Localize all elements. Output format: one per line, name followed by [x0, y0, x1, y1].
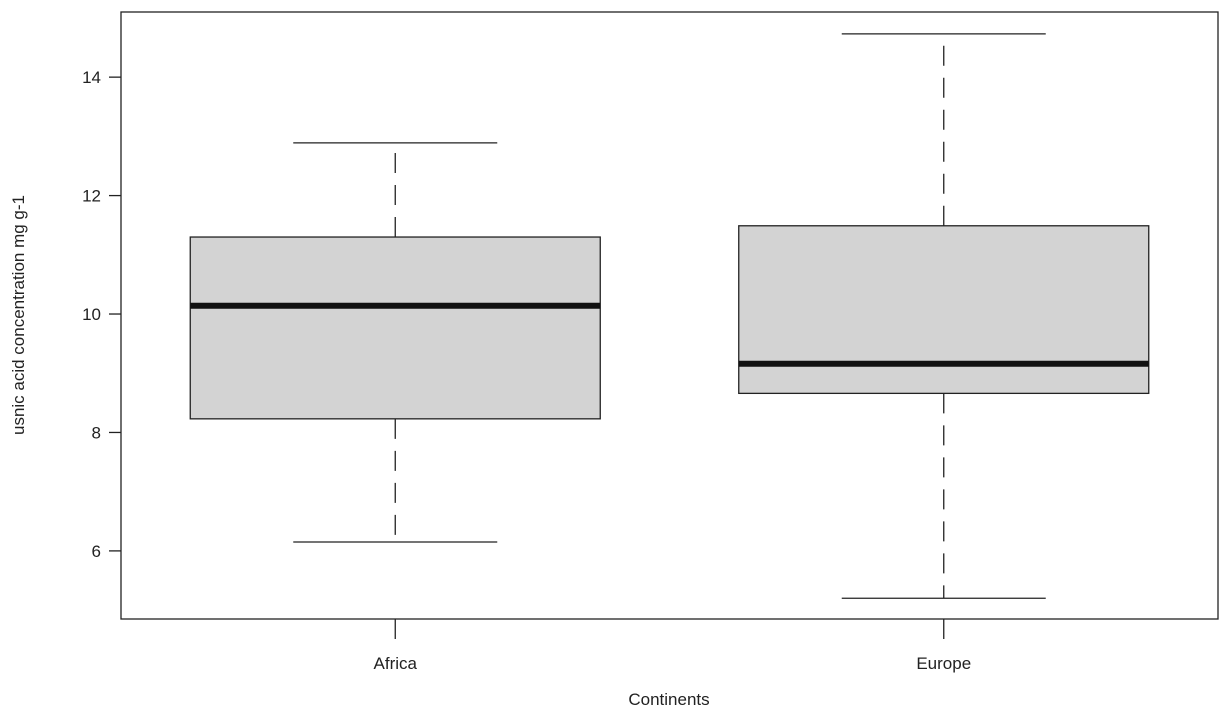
boxes: [189, 33, 1150, 599]
box-africa: [189, 142, 601, 543]
x-tick-label: Africa: [374, 654, 418, 673]
y-tick-label: 10: [82, 305, 101, 324]
y-tick-label: 8: [92, 423, 101, 442]
y-tick-label: 14: [82, 68, 101, 87]
x-axis: Africa Europe: [374, 619, 971, 673]
y-axis: 6 8 10 12 14: [82, 68, 121, 561]
plot-frame: [120, 11, 1219, 620]
x-axis-title: Continents: [628, 690, 709, 709]
box-europe: [738, 33, 1150, 599]
iqr-box: [189, 236, 601, 420]
x-tick-label: Europe: [916, 654, 971, 673]
y-axis-title: usnic acid concentration mg g-1: [9, 195, 28, 435]
y-tick-label: 6: [92, 542, 101, 561]
iqr-box: [738, 225, 1150, 395]
y-tick-label: 12: [82, 187, 101, 206]
